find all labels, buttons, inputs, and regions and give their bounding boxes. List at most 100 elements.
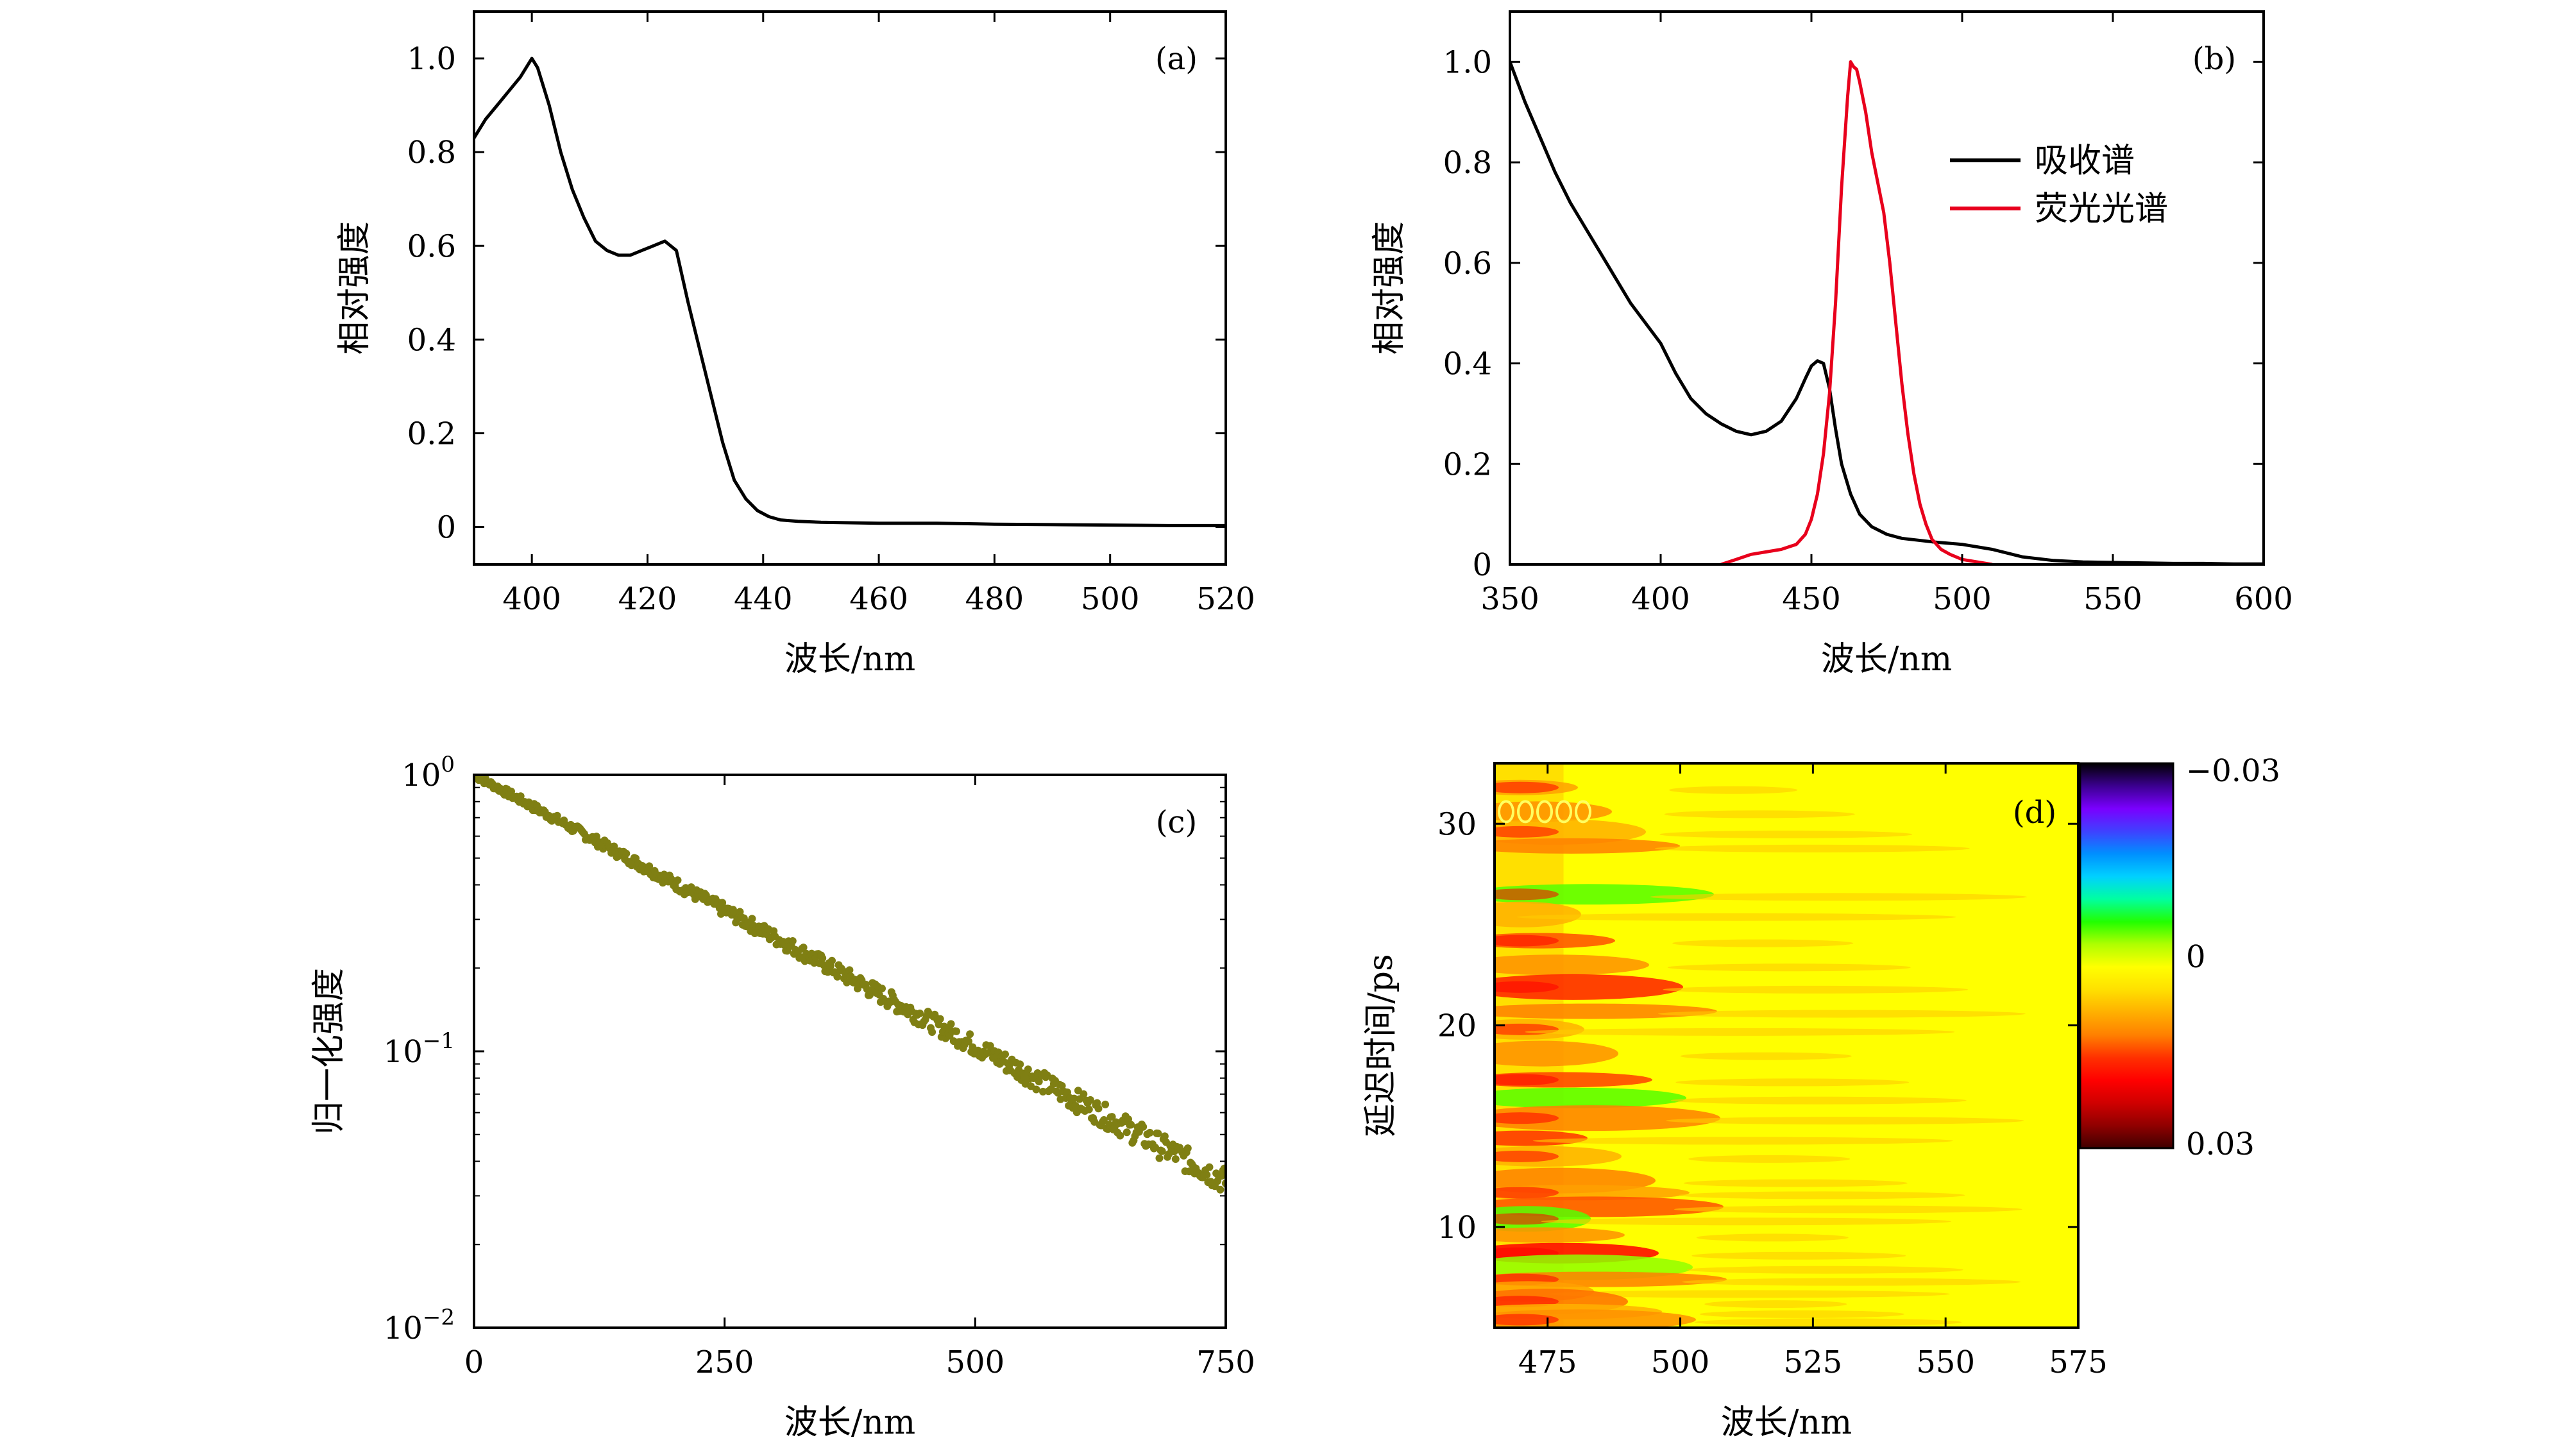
heatmap-streak-core xyxy=(1495,1314,1559,1326)
panel-c-point xyxy=(1085,1105,1093,1114)
panel-c-point xyxy=(553,811,561,820)
colorbar-tick-bottom: 0.03 xyxy=(2186,1126,2255,1162)
heatmap-marker xyxy=(1555,800,1572,824)
panel-d-ytick-label: 30 xyxy=(1437,806,1477,842)
panel-c-xlabel: 波长/nm xyxy=(784,1403,915,1440)
panel-a-xtick-label: 440 xyxy=(734,581,793,617)
heatmap-faint-streak xyxy=(1704,1300,1847,1309)
panel-c-point xyxy=(622,849,631,858)
colorbar-tick-top: −0.03 xyxy=(2186,753,2280,789)
heatmap-faint-streak xyxy=(1666,1117,2024,1125)
panel-c-point xyxy=(1016,1060,1024,1069)
panel-c-point xyxy=(748,915,756,923)
panel-d-ylabel: 延迟时间/ps xyxy=(1362,954,1400,1137)
panel-b-series-0-line xyxy=(1510,61,2264,564)
panel-c-frame xyxy=(473,774,1227,1329)
panel-a-ytick-label: 0.6 xyxy=(407,228,456,264)
heatmap-marker xyxy=(1517,800,1534,824)
heatmap-marker xyxy=(1498,800,1514,824)
panel-c-point xyxy=(645,862,654,870)
panel-c: 0 250 500 750 10−2 10−1 100 (c) 波长/nm 归一化强度 xyxy=(310,752,1255,1440)
panel-b-ytick-label: 0.4 xyxy=(1443,346,1492,382)
panel-a-xtick-label: 400 xyxy=(502,581,561,617)
panel-c-point xyxy=(1001,1050,1009,1058)
panel-a-xtick-label: 460 xyxy=(849,581,908,617)
panel-a-ytick-label: 1.0 xyxy=(407,41,456,77)
heatmap-faint-streak xyxy=(1688,1155,1851,1163)
heatmap-streak-core xyxy=(1495,1150,1559,1162)
panel-d-frame xyxy=(1493,762,2080,1329)
panel-c-point xyxy=(1216,1185,1224,1194)
heatmap-faint-streak xyxy=(1667,963,1911,972)
heatmap-faint-streak xyxy=(1686,1266,1963,1274)
heatmap-faint-streak xyxy=(1670,1096,1967,1105)
panel-c-point xyxy=(1116,1131,1124,1140)
panel-a-ytick-label: 0.8 xyxy=(407,135,456,171)
heatmap-faint-streak xyxy=(1682,1278,2021,1286)
panel-d-ytick-label: 20 xyxy=(1437,1008,1477,1044)
heatmap-streak xyxy=(1495,1130,1588,1146)
heatmap-faint-streak xyxy=(1696,1233,1849,1242)
panel-a: 400 420 440 460 480 500 520 0 0.2 0.4 0.6 0.8 1.0 (a… xyxy=(335,10,1255,679)
panel-c-point xyxy=(674,876,682,885)
panel-c-point xyxy=(1127,1121,1135,1129)
heatmap-streak xyxy=(1495,1040,1618,1067)
heatmap-faint-streak xyxy=(1657,1010,2026,1018)
panel-a-frame xyxy=(473,10,1227,566)
heatmap-faint-streak xyxy=(1525,1028,1955,1036)
heatmap-streak-core xyxy=(1495,1074,1559,1086)
heatmap-faint-streak xyxy=(1663,985,1969,994)
panel-d-heatmap xyxy=(1495,763,2078,1328)
panel-c-xtick-label: 250 xyxy=(695,1344,754,1380)
heatmap-streak xyxy=(1495,1227,1625,1243)
panel-a-ticks: 400 420 440 460 480 500 520 0 0.2 0.4 0.6 0.8 1.0 xyxy=(407,12,1255,617)
panel-c-point xyxy=(947,1020,955,1028)
panel-d-xtick-label: 525 xyxy=(1784,1344,1843,1380)
panel-c-point xyxy=(1220,1164,1226,1173)
panel-c-point xyxy=(916,1009,924,1017)
panel-c-ylabel: 归一化强度 xyxy=(310,968,348,1135)
panel-c-point xyxy=(1100,1116,1108,1124)
panel-c-point xyxy=(1101,1100,1110,1108)
panel-a-ytick-label: 0.4 xyxy=(407,322,456,358)
panel-b-label: (b) xyxy=(2192,41,2236,77)
panel-b-ytick-label: 0.6 xyxy=(1443,246,1492,282)
panel-a-xlabel: 波长/nm xyxy=(784,640,915,679)
panel-d-xtick-label: 500 xyxy=(1651,1344,1710,1380)
panel-a-ytick-label: 0.2 xyxy=(407,416,456,452)
panel-b-ytick-label: 0.8 xyxy=(1443,145,1492,181)
panel-a-xtick-label: 420 xyxy=(618,581,677,617)
panel-a-series-0-line xyxy=(474,56,1226,527)
heatmap-faint-streak xyxy=(1669,786,1798,794)
panel-b-xtick-label: 500 xyxy=(1933,581,1992,617)
panel-c-point xyxy=(788,937,797,945)
panel-c-point xyxy=(818,954,827,962)
panel-c-point xyxy=(1183,1144,1192,1153)
panel-c-point xyxy=(828,956,836,965)
heatmap-streak-core xyxy=(1495,781,1559,793)
heatmap-faint-streak xyxy=(1654,844,1970,852)
colorbar: −0.03 0 0.03 xyxy=(2079,753,2280,1162)
panel-b: 350 400 450 500 550 600 0 0.2 0.4 0.6 0.8 1.0 (b) 波… xyxy=(1370,10,2293,679)
heatmap-faint-streak xyxy=(1691,1251,1906,1260)
panel-c-point xyxy=(1146,1128,1154,1137)
heatmap-streak-core xyxy=(1495,1187,1559,1199)
panel-a-xtick-label: 520 xyxy=(1196,581,1255,617)
colorbar-tick-mid: 0 xyxy=(2186,939,2206,975)
panel-b-frame xyxy=(1509,10,2265,566)
panel-c-label: (c) xyxy=(1156,804,1197,840)
panel-a-ytick-label: 0 xyxy=(436,510,456,546)
panel-c-point xyxy=(1203,1171,1211,1179)
panel-c-point xyxy=(928,1028,936,1036)
panel-d-xtick-label: 575 xyxy=(2049,1344,2108,1380)
heatmap-faint-streak xyxy=(1683,1179,1908,1187)
panel-c-point xyxy=(1139,1122,1148,1131)
colorbar-bar xyxy=(2079,762,2174,1149)
panel-c-point xyxy=(845,966,854,974)
panel-a-series-group xyxy=(474,56,1226,527)
heatmap-faint-streak xyxy=(1650,893,2028,901)
heatmap-faint-streak xyxy=(1548,1290,1950,1298)
panel-b-ytick-label: 1.0 xyxy=(1443,44,1492,80)
